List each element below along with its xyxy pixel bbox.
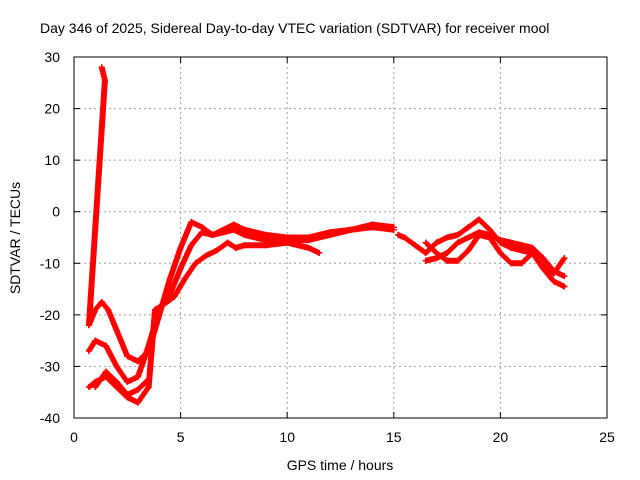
y-axis-label: SDTVAR / TECUs: [7, 182, 23, 294]
marker-run: [134, 342, 152, 380]
y-tick-label: 20: [44, 101, 60, 117]
marker-run: [529, 244, 547, 262]
marker-run: [444, 239, 461, 256]
y-tick-label: -30: [40, 358, 60, 374]
x-tick-label: 5: [177, 429, 185, 445]
marker-run: [540, 265, 557, 285]
y-tick-label: 0: [52, 204, 60, 220]
data-point-marker: [561, 255, 568, 262]
marker-run: [401, 234, 419, 249]
marker-run: [497, 249, 515, 267]
x-tick-label: 25: [599, 429, 615, 445]
series-track-b: [85, 224, 397, 385]
marker-run: [454, 247, 472, 264]
x-tick-label: 0: [70, 429, 78, 445]
marker-run: [454, 224, 472, 238]
series-track-g: [422, 231, 568, 290]
y-tick-label: -20: [40, 307, 60, 323]
x-axis-label: GPS time / hours: [287, 457, 394, 473]
marker-run: [465, 231, 483, 254]
marker-run: [433, 249, 451, 264]
marker-run: [422, 239, 440, 256]
marker-run: [540, 255, 557, 275]
marker-run: [177, 242, 195, 272]
marker-run: [326, 226, 355, 238]
y-tick-label: -40: [40, 410, 60, 426]
data-point-marker: [390, 226, 397, 233]
marker-run: [113, 327, 131, 360]
plot-frame: [73, 56, 608, 419]
chart-title: Day 346 of 2025, Sidereal Day-to-day VTE…: [40, 20, 549, 36]
grid-lines: [74, 57, 607, 418]
x-tick-label: 10: [279, 429, 295, 445]
marker-run: [134, 376, 152, 393]
marker-run: [166, 265, 184, 298]
x-tick-label: 15: [386, 429, 402, 445]
marker-run: [181, 260, 199, 282]
marker-run: [192, 252, 210, 267]
marker-run: [188, 229, 205, 249]
marker-run: [85, 77, 108, 329]
data-point-marker: [561, 273, 568, 280]
marker-run: [486, 234, 504, 256]
y-tick-label: -10: [40, 255, 60, 271]
data-point-marker: [316, 249, 323, 256]
marker-run: [529, 249, 547, 272]
series-track-a: [85, 64, 397, 365]
marker-run: [177, 219, 195, 251]
marker-run: [171, 275, 188, 300]
marker-run: [476, 216, 493, 233]
marker-run: [102, 368, 120, 385]
marker-run: [102, 373, 120, 391]
data-point-marker: [561, 283, 568, 290]
marker-run: [160, 293, 178, 308]
y-tick-label: 10: [44, 152, 60, 168]
marker-run: [166, 244, 184, 282]
data-points: [85, 64, 568, 406]
data-point-marker: [145, 376, 152, 383]
marker-run: [134, 384, 152, 406]
y-tick-label: 30: [44, 49, 60, 65]
axis-ticks: 0 5 10 15 20 25 30 20 10 0 -10 -20 -30 -40: [40, 49, 615, 445]
x-tick-label: 20: [493, 429, 509, 445]
series-track-d: [92, 368, 152, 398]
